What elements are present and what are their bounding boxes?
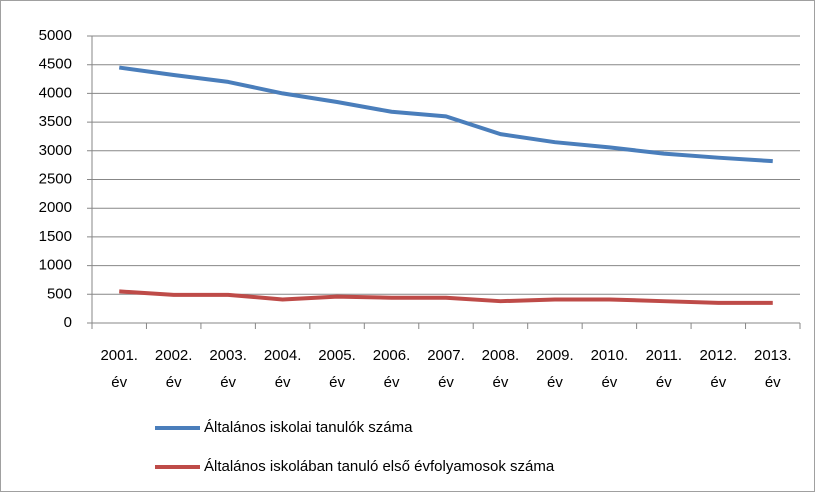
legend-label: Általános iskolában tanuló első évfolyam… — [204, 458, 555, 475]
x-tick-label: 2002. év — [154, 347, 193, 391]
y-tick-label: 5000 — [39, 27, 72, 44]
x-tick-label: 2003. év — [209, 347, 247, 391]
y-tick-label: 0 — [64, 314, 72, 331]
x-tick-label: 2009. év — [536, 347, 574, 391]
y-tick-label: 2000 — [39, 199, 72, 216]
y-tick-label: 500 — [47, 285, 72, 302]
x-tick-label: 2001. év — [100, 347, 138, 391]
x-tick-label: 2013. év — [753, 347, 792, 391]
x-tick-label: 2004. év — [263, 347, 302, 391]
x-tick-label: 2011. év — [645, 347, 683, 391]
y-tick-label: 2500 — [39, 170, 72, 187]
series-line — [119, 289, 773, 305]
y-tick-label: 3000 — [39, 142, 72, 159]
x-tick-label: 2008. év — [481, 347, 520, 391]
x-tick-label: 2012. év — [699, 347, 738, 391]
series-line — [118, 65, 773, 164]
y-tick-label: 4000 — [39, 84, 72, 101]
y-tick-label: 1500 — [39, 228, 72, 245]
x-tick-label: 2006. év — [372, 347, 411, 391]
y-tick-label: 3500 — [39, 113, 72, 130]
x-tick-label: 2010. év — [590, 347, 629, 391]
legend-label: Általános iskolai tanulók száma — [204, 419, 413, 436]
y-tick-label: 4500 — [39, 56, 72, 73]
y-tick-label: 1000 — [39, 257, 72, 274]
x-tick-label: 2005. év — [318, 347, 356, 391]
x-tick-label: 2007. év — [427, 347, 465, 391]
